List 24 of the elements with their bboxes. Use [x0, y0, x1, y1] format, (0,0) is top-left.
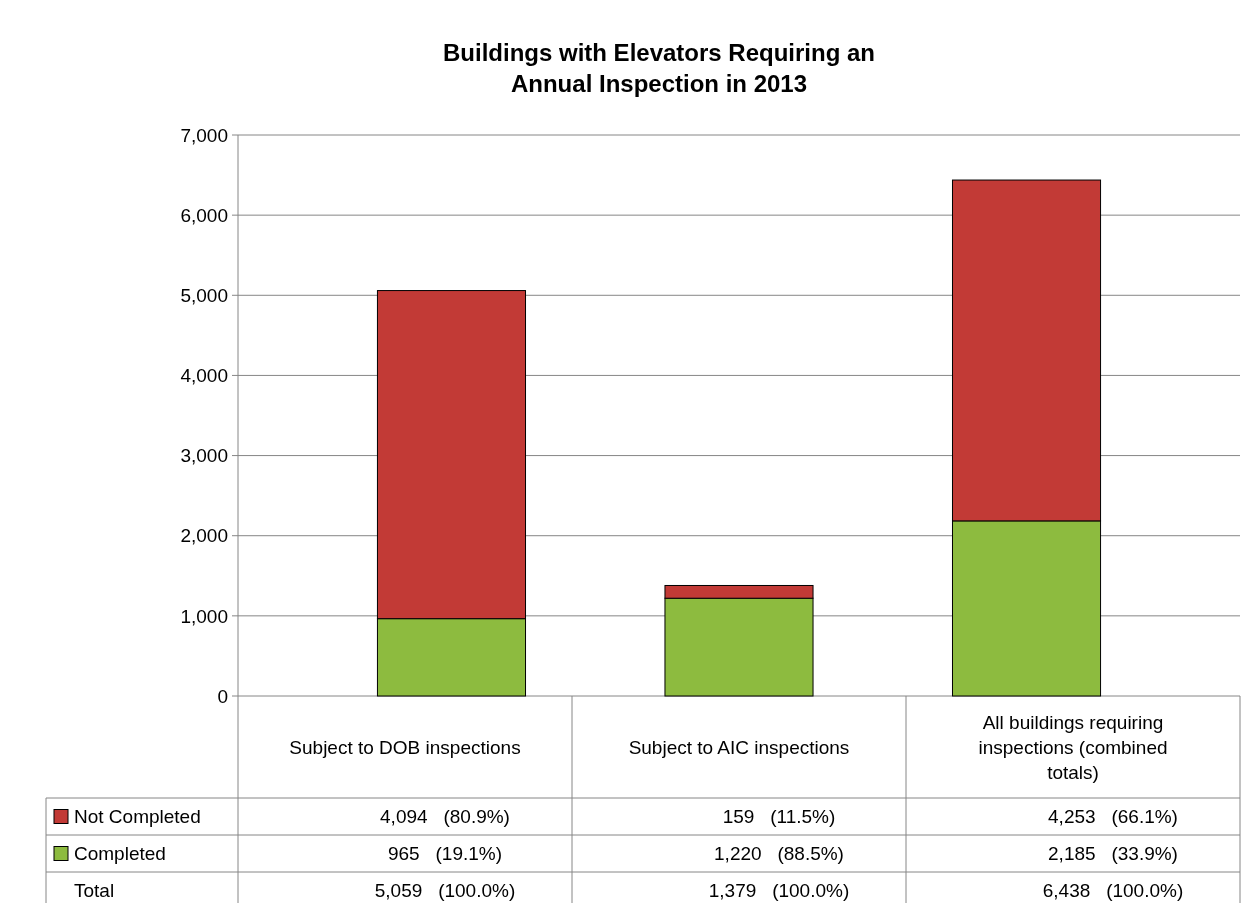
x-tick-label: Subject to DOB inspections [289, 736, 521, 758]
data-label: 965 (19.1%) [387, 843, 503, 865]
chart-title: Buildings with Elevators Requiring an Annual Inspection in 2013 [442, 39, 876, 97]
data-label: 159 (11.5%) [722, 806, 836, 828]
legend-label: Completed [74, 843, 166, 865]
text: 5,059 (100.0%) [374, 880, 516, 902]
y-tick-label: 2,000 [180, 525, 228, 547]
y-tick-label: 1,000 [180, 605, 228, 627]
data-label: 1,220 (88.5%) [714, 843, 844, 865]
data-label: 2,185 (33.9%) [1048, 843, 1178, 865]
data-label: 4,094 (80.9%) [380, 806, 510, 828]
y-tick-label: 4,000 [180, 365, 228, 387]
x-tick-label: Subject to AIC inspections [628, 736, 850, 758]
text: 1,379 (100.0%) [708, 880, 850, 902]
y-tick-label: 0 [217, 685, 228, 707]
y-tick-label: 3,000 [180, 445, 228, 467]
y-tick-label: 5,000 [180, 284, 228, 306]
legend-label: Not Completed [74, 806, 201, 828]
y-tick-label: 6,000 [180, 204, 228, 226]
text: 6,438 (100.0%) [1042, 880, 1184, 902]
text: Total [74, 880, 115, 902]
y-tick-label: 7,000 [180, 124, 228, 146]
data-label: 4,253 (66.1%) [1048, 806, 1178, 828]
x-tick-label: All buildings requiring inspections (combined totals) [978, 711, 1168, 783]
